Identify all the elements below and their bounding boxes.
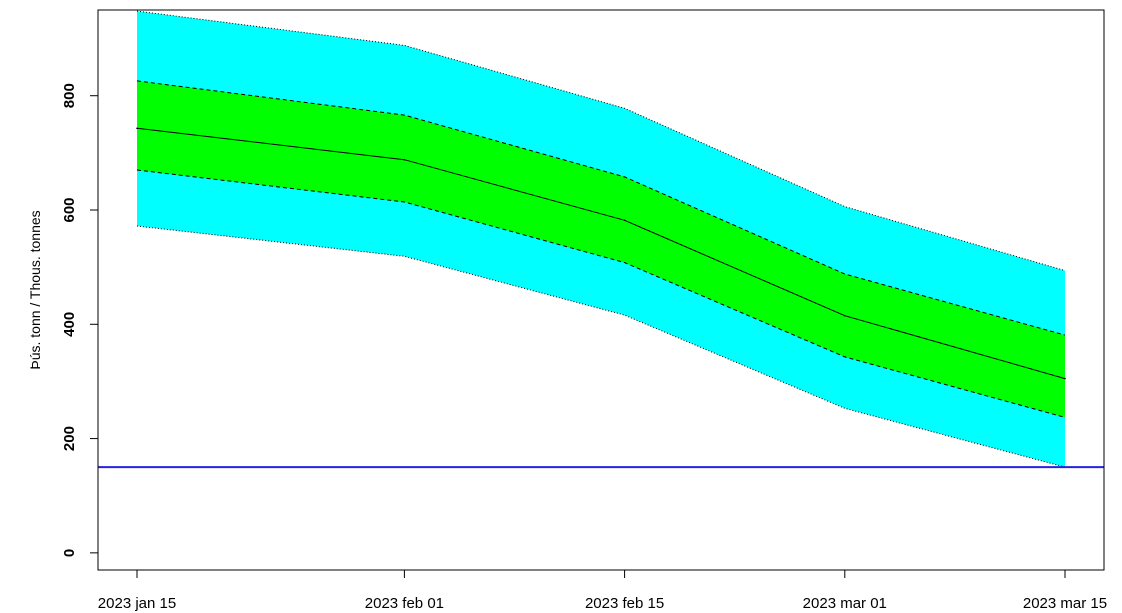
y-tick-label: 200 [61, 426, 78, 451]
outer-band-upper-line [136, 10, 1066, 272]
y-tick-label: 400 [61, 312, 78, 337]
plot-area [97, 9, 1105, 571]
inner-band-upper-line [136, 80, 1066, 336]
y-tick-label: 0 [61, 549, 78, 557]
x-tick-label: 2023 feb 01 [365, 595, 444, 612]
median-point [403, 158, 406, 161]
x-tick-label: 2023 feb 15 [585, 595, 664, 612]
inner-band [137, 80, 1065, 418]
y-tick-label: 800 [61, 83, 78, 108]
x-tick-label: 2023 jan 15 [98, 595, 176, 612]
median-point [136, 127, 138, 130]
median-point [623, 219, 626, 222]
y-axis-label: Þús. tonn / Thous. tonnes [27, 210, 43, 369]
x-tick-label: 2023 mar 01 [803, 595, 887, 612]
median-point [844, 314, 846, 317]
inner-band-lower-line [136, 169, 1066, 418]
x-axis: 2023 jan 15 2023 feb 01 2023 feb 15 2023 ma… [98, 570, 1107, 612]
plot-frame [97, 9, 1105, 571]
median-point [1064, 377, 1066, 380]
y-tick-label: 600 [61, 197, 78, 222]
y-axis: 0 200 400 600 800 [61, 83, 98, 557]
x-tick-label: 2023 mar 15 [1023, 595, 1107, 612]
